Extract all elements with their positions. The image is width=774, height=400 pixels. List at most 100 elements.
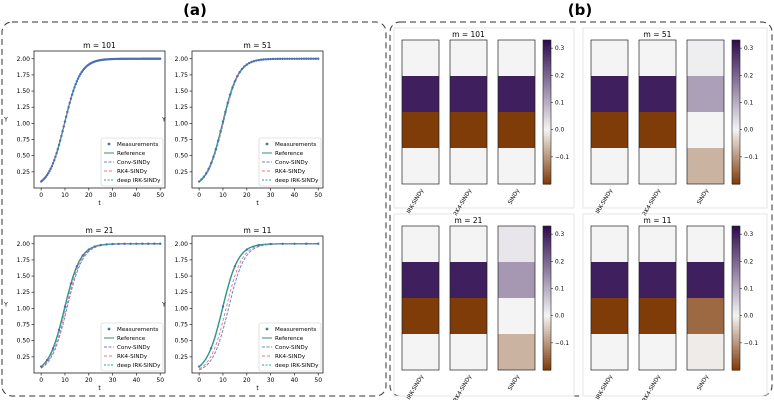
heatmap-cell	[450, 148, 487, 184]
x-axis-label: t	[98, 200, 101, 207]
colorbar-segment	[732, 264, 740, 268]
measurement-point	[238, 70, 241, 74]
measurement-point	[217, 139, 220, 142]
colorbar-segment	[543, 164, 551, 168]
colorbar-segment	[732, 269, 740, 273]
heatmap-column-frame	[497, 225, 536, 371]
colorbar-segment	[543, 365, 551, 369]
colorbar-segment	[732, 119, 740, 123]
legend-label: Conv-SINDy	[275, 160, 309, 166]
colorbar-segment	[732, 133, 740, 137]
colorbar-segment	[732, 174, 740, 178]
colorbar-segment	[543, 107, 551, 111]
heatmap-cell	[687, 148, 724, 184]
colorbar-segment	[543, 274, 551, 277]
colorbar-segment	[732, 102, 740, 106]
measurement-point	[45, 358, 49, 362]
heatmap-subplot-0: m = 101 IRK-SINDy RK4-SINDy SINDy 0.3 0.2 0.1 0…	[393, 27, 575, 217]
colorbar-frame	[731, 225, 741, 371]
colorbar-segment	[543, 362, 551, 366]
colorbar-tick-label: 0.3	[555, 232, 565, 238]
legend-label: RK4-SINDy	[117, 169, 148, 175]
colorbar-segment	[543, 128, 551, 132]
measurement-point	[70, 93, 74, 96]
colorbar-segment	[543, 300, 551, 304]
colorbar-segment	[732, 245, 740, 249]
heatmap-column-frame	[449, 39, 488, 185]
x-axis-label: t	[256, 200, 259, 207]
colorbar-segment	[543, 355, 551, 359]
measurement-point	[56, 147, 60, 151]
heatmap-cell	[639, 226, 676, 262]
colorbar-segment	[732, 331, 740, 335]
legend-label: Measurements	[117, 327, 158, 333]
measurement-point	[224, 110, 227, 114]
colorbar-tick-label: 0.2	[555, 73, 565, 79]
colorbar-segment	[543, 360, 551, 364]
measurement-point	[202, 175, 206, 178]
legend-label: Reference	[117, 151, 146, 157]
colorbar-segment	[543, 259, 551, 263]
colorbar-segment	[732, 238, 740, 241]
y-tick-label: 1.25	[175, 289, 189, 296]
colorbar-segment	[543, 319, 551, 323]
measurement-point	[317, 57, 320, 60]
measurement-point	[67, 106, 70, 109]
heatmap-cell	[687, 76, 724, 112]
measurement-point	[81, 254, 85, 257]
x-tick-label: 50	[156, 377, 164, 384]
legend-label: RK4-SINDy	[275, 169, 306, 175]
legend-marker	[265, 327, 269, 331]
measurement-point	[129, 242, 132, 245]
colorbar-segment	[732, 71, 740, 75]
subplot-title: m = 21	[455, 216, 483, 225]
y-tick-label: 0.75	[175, 137, 189, 144]
colorbar-segment	[732, 126, 740, 130]
colorbar-segment	[543, 116, 551, 120]
colorbar-segment	[543, 233, 551, 237]
colorbar-segment	[732, 230, 740, 234]
y-tick-label: 1.00	[17, 120, 31, 127]
colorbar-segment	[543, 109, 551, 113]
colorbar-segment	[543, 314, 551, 318]
x-tick-label: 50	[314, 377, 322, 384]
heatmap-cell	[687, 334, 724, 370]
colorbar-segment	[732, 293, 740, 297]
heatmap-column-frame	[590, 39, 629, 185]
colorbar-segment	[732, 104, 740, 108]
measurement-point	[295, 57, 298, 60]
colorbar-segment	[543, 64, 551, 67]
heatmap-cell	[450, 226, 487, 262]
legend-label: deep IRK-SINDy	[117, 363, 161, 369]
colorbar-segment	[543, 238, 551, 241]
measurement-point	[123, 242, 126, 246]
legend-label: deep IRK-SINDy	[275, 363, 319, 369]
colorbar-segment	[543, 76, 551, 79]
colorbar-segment	[543, 290, 551, 294]
colorbar-segment	[543, 49, 551, 53]
y-tick-label: 1.75	[17, 72, 31, 79]
colorbar-frame	[542, 225, 552, 371]
y-tick-label: 1.00	[175, 120, 189, 127]
colorbar-segment	[732, 242, 740, 246]
measurement-point	[87, 248, 90, 251]
colorbar-segment	[543, 348, 551, 352]
colorbar-tick-label: 0.0	[744, 314, 754, 320]
x-tick-label: 40	[133, 192, 141, 199]
colorbar-segment	[732, 121, 740, 125]
colorbar-segment	[543, 102, 551, 106]
colorbar-segment	[732, 66, 740, 70]
measurement-point	[231, 86, 234, 89]
measurement-point	[54, 155, 57, 158]
colorbar-segment	[732, 262, 740, 265]
colorbar-segment	[732, 322, 740, 325]
heatmap-cell	[402, 298, 439, 334]
subplot-title: m = 101	[83, 41, 116, 50]
panel-b-frame	[389, 21, 773, 397]
x-tick-label: 30	[267, 377, 275, 384]
measurement-point	[66, 110, 69, 114]
colorbar-segment	[732, 179, 740, 183]
colorbar-segment	[732, 155, 740, 159]
legend-label: Conv-SINDy	[275, 345, 309, 351]
